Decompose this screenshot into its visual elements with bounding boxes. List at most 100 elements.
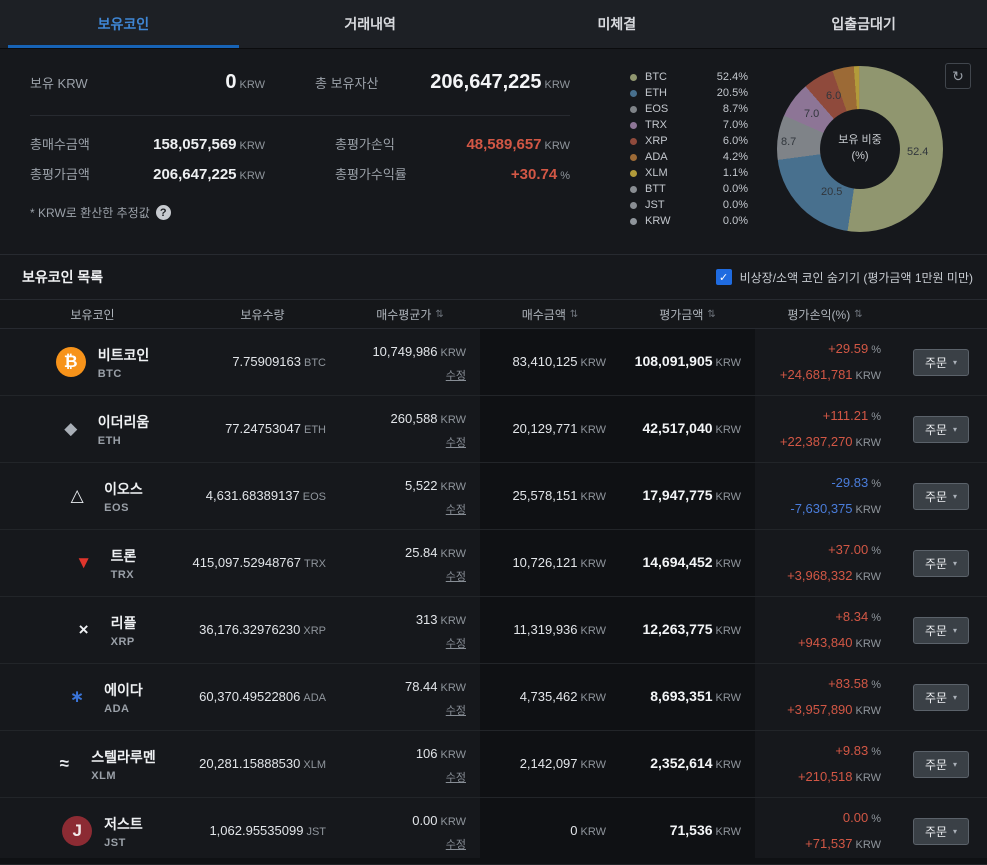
holdings-section-head: 보유코인 목록 ✓ 비상장/소액 코인 숨기기 (평가금액 1만원 미만) bbox=[0, 254, 987, 299]
edit-avg-price-link[interactable]: 수정 bbox=[445, 504, 466, 517]
coin-name: 이오스 bbox=[104, 480, 143, 497]
legend-coin-name: XLM bbox=[645, 167, 668, 179]
eval-amount-cell: 17,947,775 KRW bbox=[620, 463, 755, 529]
table-row: × 리플 XRP 36,176.32976230 XRP 313 KRW 수정 11… bbox=[0, 597, 987, 664]
tab-trade-history[interactable]: 거래내역 bbox=[344, 16, 396, 32]
sort-icon[interactable]: ⇅ bbox=[435, 308, 444, 320]
edit-avg-price-link[interactable]: 수정 bbox=[445, 705, 466, 718]
legend-coin-pct: 0.0% bbox=[722, 199, 748, 211]
avg-price-cell: 10,749,986 KRW 수정 bbox=[372, 343, 466, 383]
sort-icon[interactable]: ⇅ bbox=[854, 308, 863, 320]
column-coin: 보유코인 bbox=[70, 307, 115, 322]
refresh-icon: ↻ bbox=[952, 68, 964, 84]
edit-avg-price-link[interactable]: 수정 bbox=[445, 370, 466, 383]
buy-amount-cell: 0 KRW bbox=[480, 798, 620, 864]
donut-chart: 52.4 20.5 8.7 7.0 6.0 보유 비중 (%) bbox=[777, 66, 943, 232]
hide-small-coins-label: 비상장/소액 코인 숨기기 (평가금액 1만원 미만) bbox=[739, 270, 973, 285]
total-asset-value: 206,647,225 KRW bbox=[430, 70, 570, 93]
krw-balance-value: 0 KRW bbox=[225, 70, 265, 93]
coin-symbol: BTC bbox=[97, 367, 122, 380]
coin-cell: ∗ 에이다 ADA bbox=[0, 664, 185, 730]
chevron-down-icon: ▾ bbox=[953, 759, 958, 769]
legend-item: XRP 6.0% bbox=[630, 133, 748, 149]
coin-icon: △ bbox=[70, 486, 84, 505]
edit-avg-price-link[interactable]: 수정 bbox=[445, 772, 466, 785]
legend-coin-name: JST bbox=[645, 199, 665, 211]
order-button[interactable]: 주문 ▾ bbox=[913, 817, 969, 845]
krw-estimate-footnote: * KRW로 환산한 추정값 ? bbox=[30, 204, 570, 221]
legend-item: KRW 0.0% bbox=[630, 213, 748, 229]
order-button[interactable]: 주문 ▾ bbox=[913, 750, 969, 778]
legend-coin-name: KRW bbox=[645, 215, 671, 227]
sort-icon[interactable]: ⇅ bbox=[707, 308, 716, 320]
legend-coin-pct: 0.0% bbox=[722, 215, 748, 227]
order-button[interactable]: 주문 ▾ bbox=[913, 348, 969, 376]
buy-amount-cell: 2,142,097 KRW bbox=[480, 731, 620, 797]
legend-color-dot bbox=[630, 137, 637, 145]
buy-amount-cell: 10,726,121 KRW bbox=[480, 530, 620, 596]
coin-name: 트론 bbox=[110, 547, 137, 564]
eval-amount-cell: 8,693,351 KRW bbox=[620, 664, 755, 730]
krw-balance-label: 보유 KRW bbox=[30, 75, 88, 91]
sort-icon[interactable]: ⇅ bbox=[569, 308, 579, 320]
slice-label-eos: 8.7 bbox=[781, 136, 797, 148]
tab-open-orders[interactable]: 미체결 bbox=[597, 16, 637, 32]
column-buy-amount: 매수금액 ⇅ bbox=[521, 307, 579, 322]
coin-icon: J bbox=[62, 816, 93, 846]
coin-symbol: TRX bbox=[110, 568, 135, 581]
chevron-down-icon: ▾ bbox=[953, 625, 958, 635]
buy-amount-cell: 20,129,771 KRW bbox=[480, 396, 620, 462]
legend-item: TRX 7.0% bbox=[630, 117, 748, 133]
legend-coin-pct: 8.7% bbox=[722, 103, 748, 115]
coin-icon: ≈ bbox=[59, 754, 69, 773]
edit-avg-price-link[interactable]: 수정 bbox=[445, 638, 466, 651]
slice-label-eth: 20.5 bbox=[821, 186, 843, 198]
order-button[interactable]: 주문 ▾ bbox=[913, 415, 969, 443]
quantity-cell: 77.24753047 ETH bbox=[225, 420, 326, 436]
order-button[interactable]: 주문 ▾ bbox=[913, 683, 969, 711]
hide-small-coins-checkbox[interactable]: ✓ bbox=[715, 269, 732, 285]
avg-price-cell: 106 KRW 수정 bbox=[415, 745, 466, 785]
legend-coin-pct: 20.5% bbox=[716, 87, 748, 99]
profit-loss-cell: +37.00% +3,968,332 KRW bbox=[787, 541, 881, 583]
legend-coin-name: ADA bbox=[645, 151, 668, 163]
coin-name: 스텔라루멘 bbox=[91, 748, 156, 765]
hide-small-coins-filter[interactable]: ✓ 비상장/소액 코인 숨기기 (평가금액 1만원 미만) bbox=[715, 269, 973, 286]
legend-item: BTT 0.0% bbox=[630, 181, 748, 197]
eval-rate-label: 총평가수익률 bbox=[335, 166, 407, 182]
legend-color-dot bbox=[630, 169, 637, 177]
order-button[interactable]: 주문 ▾ bbox=[913, 549, 969, 577]
profit-loss-cell: +29.59% +24,681,781 KRW bbox=[779, 340, 881, 382]
tab-holdings[interactable]: 보유코인 bbox=[0, 0, 247, 48]
help-icon[interactable]: ? bbox=[155, 205, 171, 220]
coin-icon: ∗ bbox=[70, 687, 85, 706]
coin-symbol: ADA bbox=[104, 702, 130, 715]
profit-loss-cell: +8.34% +943,840 KRW bbox=[797, 608, 881, 650]
slice-label-btc: 52.4 bbox=[907, 146, 929, 158]
avg-price-cell: 5,522 KRW 수정 bbox=[404, 477, 466, 517]
coin-icon: × bbox=[78, 620, 89, 639]
profit-loss-cell: -29.83% -7,630,375 KRW bbox=[790, 474, 881, 516]
chevron-down-icon: ▾ bbox=[953, 424, 958, 434]
refresh-button[interactable]: ↻ bbox=[945, 63, 971, 89]
edit-avg-price-link[interactable]: 수정 bbox=[445, 839, 466, 852]
table-row: J 저스트 JST 1,062.95535099 JST 0.00 KRW 수정 0… bbox=[0, 798, 987, 865]
legend-coin-pct: 0.0% bbox=[722, 183, 748, 195]
legend-item: EOS 8.7% bbox=[630, 101, 748, 117]
eval-amount-cell: 12,263,775 KRW bbox=[620, 597, 755, 663]
buy-amount-cell: 11,319,936 KRW bbox=[480, 597, 620, 663]
edit-avg-price-link[interactable]: 수정 bbox=[445, 571, 466, 584]
eval-amount-cell: 71,536 KRW bbox=[620, 798, 755, 864]
tab-deposit-withdraw-pending[interactable]: 입출금대기 bbox=[831, 16, 896, 32]
order-cell: 주문 ▾ bbox=[895, 664, 987, 730]
order-cell: 주문 ▾ bbox=[895, 396, 987, 462]
donut-center-label: 보유 비중 (%) bbox=[820, 109, 900, 189]
edit-avg-price-link[interactable]: 수정 bbox=[445, 437, 466, 450]
coin-name: 저스트 bbox=[104, 815, 143, 832]
quantity-cell: 7.75909163 BTC bbox=[232, 353, 326, 369]
eval-amount-cell: 2,352,614 KRW bbox=[620, 731, 755, 797]
table-row: ◆ 이더리움 ETH 77.24753047 ETH 260,588 KRW 수정 … bbox=[0, 396, 987, 463]
chevron-down-icon: ▾ bbox=[953, 491, 958, 501]
order-button[interactable]: 주문 ▾ bbox=[913, 482, 969, 510]
order-button[interactable]: 주문 ▾ bbox=[913, 616, 969, 644]
